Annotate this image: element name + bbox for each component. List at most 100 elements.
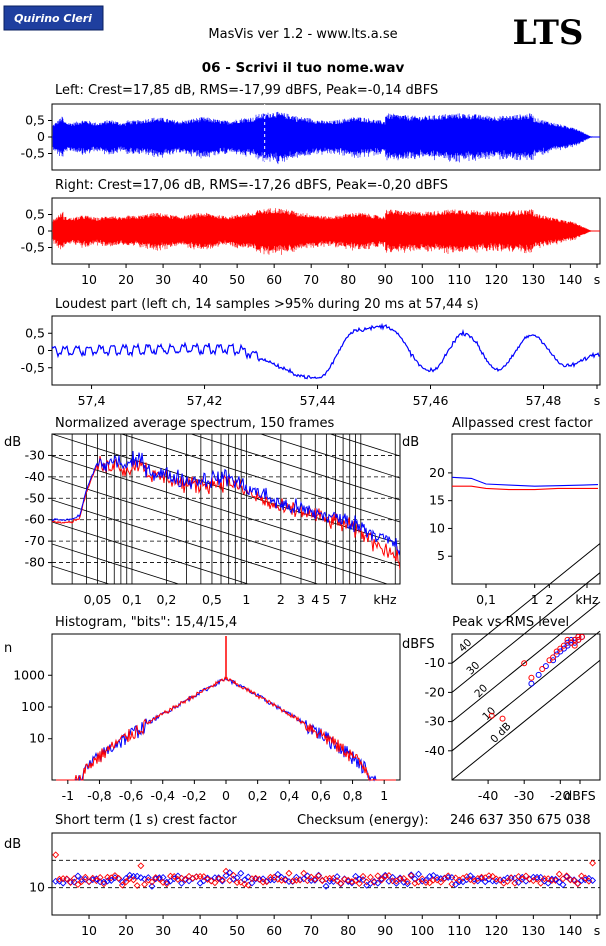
stcrest-ylabel: dB [4, 837, 21, 852]
average-spectrum-ytick-label: -30 [25, 447, 45, 462]
short-term-crest-point-left [381, 871, 389, 879]
short-term-crest-point-right [359, 872, 367, 880]
short-term-crest-point-left [415, 870, 423, 878]
short-term-crest-point-left [452, 881, 460, 888]
short-term-crest-point-left [315, 871, 323, 879]
left-waveform-ytick-label: -0,5 [21, 146, 45, 161]
short-term-crest-point-left [570, 876, 578, 884]
peak-vs-rms-point-left [557, 648, 564, 655]
average-spectrum-ytick-label: -50 [25, 490, 45, 505]
loudest-part-xtick-label: 57,42 [187, 393, 223, 408]
short-term-crest-point-right [266, 873, 274, 881]
right-waveform-xtick-label: 100 [410, 272, 434, 287]
checksum-label: Checksum (energy): [297, 813, 429, 828]
average-spectrum-xtick-label: 1 [242, 592, 250, 607]
short-term-crest-point-right [148, 878, 156, 886]
short-term-crest-point-right [337, 879, 345, 887]
short-term-crest-point-right [403, 878, 411, 886]
average-spectrum-ytick-label: -40 [25, 469, 45, 484]
short-term-crest-point-left [178, 879, 186, 887]
short-term-crest-point-right [141, 880, 149, 888]
allpassed-crest-xtick-label: 0,1 [476, 592, 496, 607]
peak-vs-rms-xtick-label: dBFS [564, 788, 595, 803]
average-spectrum-xtick-label: 4 [311, 592, 319, 607]
app-title: MasVis ver 1.2 - www.lts.a.se [208, 27, 397, 42]
peak-vs-rms-point-right [564, 636, 571, 643]
short-term-crest-point-left [552, 875, 560, 883]
checksum-value: 246 637 350 675 038 [450, 813, 591, 828]
average-spectrum-xtick-label: 0,2 [156, 592, 176, 607]
average-spectrum-xtick-label: kHz [373, 592, 397, 607]
left-waveform-title: Left: Crest=17,85 dB, RMS=-17,99 dBFS, P… [55, 83, 438, 98]
allpassed-crest-ytick-label: 10 [429, 520, 445, 535]
pvr-title: Peak vs RMS level [452, 615, 569, 630]
short-term-crest-point-left [374, 879, 382, 887]
average-spectrum-ytick-label: -60 [25, 512, 45, 527]
short-term-crest-point-left [148, 882, 156, 890]
peak-vs-rms-point-left [553, 651, 560, 658]
short-term-crest-point-left [481, 878, 489, 886]
histogram-right-line [56, 676, 396, 781]
allpassed-crest-xtick-label: 1 [531, 592, 539, 607]
peak-vs-rms-diagonal-line [451, 543, 601, 664]
badge-box [3, 5, 104, 31]
short-term-crest-point-right [196, 873, 204, 880]
peak-vs-rms-point-left [528, 680, 535, 687]
average-spectrum-xtick-label: 0,05 [84, 592, 112, 607]
short-term-crest-point-right [115, 874, 123, 882]
short-term-crest-point-right [96, 873, 104, 881]
average-spectrum-left-line [52, 450, 400, 556]
average-spectrum-slope-line [189, 434, 400, 501]
allpassed-crest-right-line [452, 485, 598, 491]
right-waveform-xtick-label: 120 [484, 272, 508, 287]
short-term-crest-xtick-label: 20 [118, 923, 134, 938]
peak-vs-rms-diagonal-label: 20 [472, 682, 490, 700]
histogram-xtick-label: 0,6 [311, 788, 331, 803]
short-term-crest-point-left [444, 873, 452, 881]
average-spectrum-frame [51, 433, 401, 585]
peak-vs-rms-point-right [499, 715, 506, 722]
right-waveform-xtick-label: 30 [155, 272, 171, 287]
right-waveform-title: Right: Crest=17,06 dB, RMS=-17,26 dBFS, … [55, 178, 448, 193]
short-term-crest-xtick-label: 80 [340, 923, 356, 938]
short-term-crest-point-left [226, 869, 234, 877]
average-spectrum-slope-line [52, 236, 400, 346]
short-term-crest-point-right [300, 869, 308, 877]
short-term-crest-point-right [537, 879, 545, 887]
allpassed-crest-frame [451, 433, 601, 585]
right-waveform-ytick-label: -0,5 [21, 240, 45, 255]
peak-vs-rms-point-right [553, 648, 560, 655]
left-waveform-ytick-label: 0 [37, 129, 45, 144]
histogram-xtick-label: 0,2 [248, 788, 268, 803]
short-term-crest-point-right [570, 877, 578, 884]
short-term-crest-point-right [366, 873, 374, 881]
short-term-crest-point-left [455, 878, 463, 886]
allpassed-crest-ytick-label: 5 [437, 548, 445, 563]
short-term-crest-point-right [122, 878, 130, 886]
short-term-crest-point-right [540, 875, 548, 883]
crest-plot: 20 15 10 5 0,1 1 2 kHz [429, 433, 601, 607]
file-title: 06 - Scrivi il tuo nome.wav [202, 60, 405, 76]
short-term-crest-point-right [218, 876, 226, 884]
short-term-crest-point-right [211, 879, 219, 887]
short-term-crest-point-right [574, 880, 582, 888]
histogram-ytick-label: 1000 [13, 667, 45, 682]
average-spectrum-slope-line [120, 434, 400, 523]
short-term-crest-plot: 10 10 20 30 40 50 60 70 80 90 100 110 120 130 140 s [29, 832, 601, 938]
average-spectrum-slope-line [52, 455, 400, 567]
short-term-crest-point-right [111, 872, 119, 880]
short-term-crest-point-left [466, 872, 474, 880]
short-term-crest-point-right [422, 879, 430, 887]
peak-vs-rms-xtick-label: -20 [550, 788, 570, 803]
histogram-xtick-label: 0 [222, 788, 230, 803]
histogram-xtick-label: 0,4 [279, 788, 299, 803]
histogram-xtick-label: -0,8 [87, 788, 111, 803]
short-term-crest-point-left [403, 880, 411, 888]
average-spectrum-slope-line [329, 434, 400, 457]
short-term-crest-xtick-label: 140 [558, 923, 582, 938]
right-waveform-xtick-label: 80 [340, 272, 356, 287]
short-term-crest-xtick-label: 30 [155, 923, 171, 938]
loudest-part-plot: 0,5 0 -0,5 57,4 57,42 57,44 57,46 57,48 s [21, 315, 601, 408]
right-waveform-xtick-label: 110 [447, 272, 471, 287]
